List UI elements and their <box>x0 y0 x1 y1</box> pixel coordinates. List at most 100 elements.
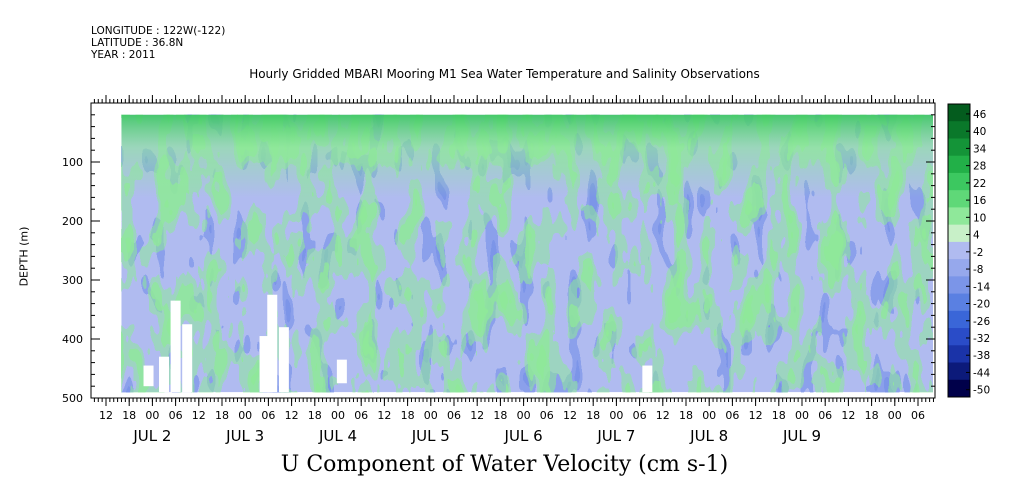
colorbar-label: -26 <box>973 316 990 328</box>
colorbar-swatch <box>948 104 970 122</box>
x-hour-label: 00 <box>517 409 531 422</box>
x-hour-label: 18 <box>586 409 600 422</box>
x-hour-label: 06 <box>540 409 554 422</box>
chart-title-text: Hourly Gridded MBARI Mooring M1 Sea Wate… <box>249 67 760 81</box>
missing-data-block <box>267 294 278 393</box>
colorbar-swatch <box>948 259 970 277</box>
x-hour-label: 12 <box>285 409 299 422</box>
x-hour-label: 18 <box>679 409 693 422</box>
heatmap-surface-band <box>121 114 933 393</box>
colorbar-label: -44 <box>973 367 990 379</box>
colorbar-label: 34 <box>973 143 987 155</box>
missing-data-block <box>642 365 653 393</box>
x-hour-label: 00 <box>795 409 809 422</box>
x-hour-label: 06 <box>447 409 461 422</box>
y-tick-label: 500 <box>62 392 83 405</box>
y-tick-label: 200 <box>62 215 83 228</box>
x-hour-label: 00 <box>888 409 902 422</box>
x-hour-label: 18 <box>401 409 415 422</box>
chart-title: Hourly Gridded MBARI Mooring M1 Sea Wate… <box>0 67 1009 81</box>
x-axis-label: U Component of Water Velocity (cm s-1) <box>280 452 729 477</box>
missing-data-block <box>170 300 181 393</box>
colorbar-swatch <box>948 345 970 364</box>
x-hour-label: 00 <box>331 409 345 422</box>
colorbar-label: 40 <box>973 126 986 138</box>
x-hour-label: 12 <box>470 409 484 422</box>
missing-data-block <box>336 359 347 384</box>
x-hour-label: 00 <box>238 409 252 422</box>
x-day-label: JUL 9 <box>782 427 821 445</box>
x-hour-label: 18 <box>308 409 322 422</box>
x-hour-label: 12 <box>99 409 113 422</box>
x-hour-label: 18 <box>493 409 507 422</box>
colorbar-swatch <box>948 293 970 312</box>
colorbar-label: -2 <box>973 247 983 259</box>
x-hour-label: 12 <box>749 409 763 422</box>
heatmap-field <box>121 114 933 393</box>
colorbar-swatch <box>948 224 970 243</box>
x-hour-label: 06 <box>818 409 832 422</box>
x-hour-label: 12 <box>841 409 855 422</box>
x-hour-label: 06 <box>633 409 647 422</box>
colorbar: 46 40 34 28 22 16 10 4 -2 -8 -14 -20 -26 -32 -38 -44 -50 <box>947 103 990 398</box>
x-hour-label: 06 <box>354 409 368 422</box>
colorbar-swatch <box>948 276 970 295</box>
latitude-label: LATITUDE : 36.8N <box>91 37 184 49</box>
colorbar-swatch <box>948 241 970 260</box>
y-tick-label: 300 <box>62 274 83 287</box>
x-hour-label: 12 <box>192 409 206 422</box>
colorbar-label: 28 <box>973 161 986 173</box>
x-day-label: JUL 2 <box>132 427 171 445</box>
colorbar-swatch <box>948 138 970 157</box>
colorbar-swatch <box>948 362 970 381</box>
colorbar-swatch <box>948 207 970 226</box>
missing-data-block <box>259 336 270 393</box>
colorbar-label: 4 <box>973 230 980 242</box>
x-hour-label: 00 <box>145 409 159 422</box>
x-hour-label: 12 <box>656 409 670 422</box>
colorbar-swatch <box>948 379 970 398</box>
year-label: YEAR : 2011 <box>91 49 156 61</box>
x-day-label: JUL 6 <box>504 427 543 445</box>
x-day-label: JUL 5 <box>411 427 450 445</box>
colorbar-swatch <box>948 310 970 329</box>
longitude-label: LONGITUDE : 122W(-122) <box>91 25 226 37</box>
colorbar-swatch <box>948 121 970 139</box>
colorbar-label: 10 <box>973 212 986 224</box>
missing-data-block <box>278 327 289 393</box>
x-day-label: JUL 7 <box>596 427 635 445</box>
colorbar-label: -8 <box>973 264 983 276</box>
colorbar-swatch <box>948 172 970 191</box>
x-axis: 12 18 00 06 12 18 00 06 12 18 00 06 12 18 00 06 12 18 00 06… <box>93 95 934 445</box>
x-hour-label: 00 <box>609 409 623 422</box>
x-day-label: JUL 3 <box>225 427 264 445</box>
colorbar-label: -32 <box>973 333 990 345</box>
plot-frame <box>90 102 936 399</box>
colorbar-swatch <box>948 328 970 346</box>
colorbar-label: 22 <box>973 178 986 190</box>
x-hour-label: 18 <box>122 409 136 422</box>
colorbar-label: -38 <box>973 350 990 362</box>
y-tick-label: 400 <box>62 333 83 346</box>
missing-data-layer <box>143 294 653 393</box>
colorbar-swatch <box>948 155 970 174</box>
missing-data-block <box>159 356 169 393</box>
x-day-label: JUL 8 <box>689 427 728 445</box>
colorbar-label: -14 <box>973 281 990 293</box>
x-hour-label: 18 <box>772 409 786 422</box>
x-hour-label: 00 <box>424 409 438 422</box>
colorbar-label: -20 <box>973 299 990 311</box>
x-hour-label: 06 <box>911 409 925 422</box>
x-hour-label: 12 <box>377 409 391 422</box>
colorbar-swatch <box>948 190 970 208</box>
colorbar-label: -50 <box>973 385 990 397</box>
x-hour-label: 06 <box>261 409 275 422</box>
y-tick-label: 100 <box>62 156 83 169</box>
x-hour-label: 00 <box>702 409 716 422</box>
x-day-label: JUL 4 <box>318 427 357 445</box>
x-hour-label: 06 <box>725 409 739 422</box>
missing-data-block <box>143 365 154 387</box>
x-hour-label: 18 <box>215 409 229 422</box>
colorbar-label: 16 <box>973 195 987 207</box>
